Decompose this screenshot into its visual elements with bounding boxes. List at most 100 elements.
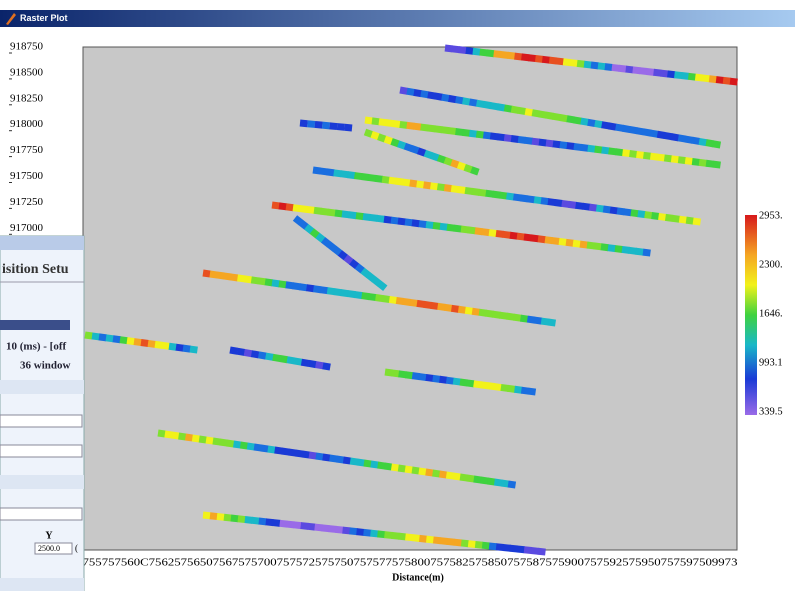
dropdown[interactable] [0,444,83,458]
track-cell [635,247,644,256]
track-cell [312,285,322,294]
track-cell [271,279,280,288]
track-cell [565,238,574,247]
input[interactable] [34,542,73,555]
track-cell [265,352,274,361]
track-cell [637,210,646,219]
track-cell [514,385,523,394]
row [0,475,84,489]
track-cell [272,519,281,527]
track-cell [487,477,496,486]
track-cell [425,373,434,382]
track-cell [597,62,606,71]
track-cell [306,284,315,293]
track-cell [559,141,568,150]
track-cell [712,160,721,169]
track-cell [594,145,603,154]
track-cell [664,213,674,222]
track-cell [495,229,504,238]
track-cell [555,57,565,66]
track-cell [418,534,428,543]
track-cell [321,121,331,130]
track-cell [471,307,481,316]
dropdown[interactable] [0,507,83,521]
track-cell [335,525,344,534]
track-cell [98,333,107,342]
track-cell [540,197,549,206]
track-cell [537,547,546,556]
track-cell [470,166,480,176]
track-cell [622,149,631,158]
track-cell [285,281,294,290]
track-cell [328,525,337,533]
track-cell [286,356,296,365]
track-cell [445,471,455,480]
title-bar[interactable] [0,10,795,27]
track-cell [561,199,570,208]
track-cell [409,298,418,307]
track-cell [524,136,533,145]
track-cell [646,67,655,76]
track-cell [287,448,297,457]
track-cell [265,518,274,527]
track-cell [404,465,414,474]
track-cell [411,372,421,381]
track-cell [347,171,356,180]
track-cell [488,542,497,551]
row [0,380,84,394]
track-cell [642,128,652,137]
track-cell [360,173,370,181]
track-cell [376,214,385,223]
y-axis: 918750 918500 918250 918000 917750 917500 9172… [9,41,44,235]
track-cell [370,460,379,469]
track-cell [636,150,645,159]
track-cell [656,130,666,139]
track-cell [243,275,253,284]
track-cell [307,359,317,369]
row-text: 10 (ms) - [off [6,341,67,353]
track-cell [635,127,645,136]
track-cell [411,219,420,228]
track-cell [547,198,556,207]
track-cell [441,93,450,102]
track-cell [692,217,701,226]
y-tick-label: 917750 [10,144,44,156]
track-cell [388,176,397,185]
track-cell [632,66,641,75]
track-cell [485,309,494,318]
track-cell [202,511,211,520]
track-cell [427,124,436,133]
track-cell [459,473,469,482]
track-cell [572,239,581,248]
track-cell [729,77,738,86]
track-cell [459,378,468,387]
track-cell [580,117,589,126]
track-cell [507,51,516,60]
track-cell [462,97,471,106]
input[interactable] [0,414,83,428]
track-cell [321,524,330,533]
track-cell [378,118,387,127]
track-cell [524,108,534,117]
input-suffix: ( [75,543,78,553]
track-cell [279,355,288,364]
track-cell [502,543,511,552]
track-cell [448,94,457,104]
track-cell [474,227,483,236]
track-cell [342,456,352,465]
track-cell [472,47,481,56]
track-cell [575,201,584,210]
track-cell [406,121,415,130]
track-cell [326,287,336,296]
track-cell [322,453,331,462]
track-cell [656,153,666,162]
track-cell [91,332,100,341]
track-cell [178,432,187,441]
track-cell [608,122,617,131]
track-cell [503,104,513,113]
track-cell [384,368,393,377]
track-cell [514,52,523,61]
track-cell [356,528,365,536]
track-cell [279,519,288,528]
track-cell [367,173,377,182]
